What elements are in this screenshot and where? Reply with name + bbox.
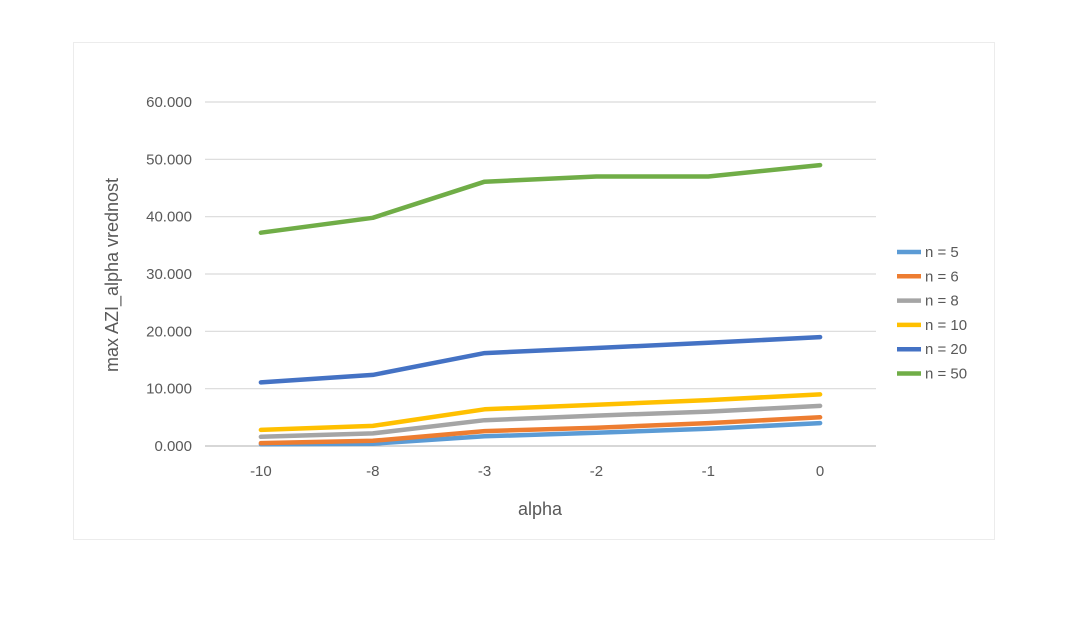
x-tick-label: -3: [478, 463, 491, 480]
series-lines: [258, 162, 823, 447]
x-tick-label: 0: [816, 463, 824, 480]
x-tick-label: -2: [590, 463, 603, 480]
series-line-n50: [258, 162, 823, 235]
x-tick-label: -8: [366, 463, 379, 480]
legend-label: n = 8: [925, 293, 959, 310]
y-tick-label: 60.000: [146, 94, 192, 111]
legend-label: n = 50: [925, 366, 967, 383]
y-axis-ticks: 0.000 10.000 20.000 30.000 40.000 50.000 60.00…: [146, 94, 192, 455]
y-tick-label: 50.000: [146, 151, 192, 168]
x-axis-title: alpha: [518, 499, 563, 519]
y-axis-title: max AZI_alpha vrednost: [102, 178, 123, 372]
y-tick-label: 30.000: [146, 266, 192, 283]
gridlines: [205, 101, 876, 447]
series-line-n5: [258, 420, 823, 447]
legend-label: n = 10: [925, 317, 967, 334]
series-line-n10: [258, 392, 823, 433]
line-chart: 0.000 10.000 20.000 30.000 40.000 50.000 60.00…: [102, 94, 967, 519]
x-axis-ticks: -10 -8 -3 -2 -1 0: [250, 463, 824, 480]
y-tick-label: 40.000: [146, 209, 192, 226]
x-tick-label: -10: [250, 463, 272, 480]
chart-area: 0.000 10.000 20.000 30.000 40.000 50.000 60.00…: [73, 42, 995, 540]
legend-label: n = 5: [925, 244, 959, 261]
legend: n = 5 n = 6 n = 8 n = 10 n = 20 n = 50: [897, 244, 967, 383]
legend-label: n = 6: [925, 268, 959, 285]
series-line-n20: [258, 334, 823, 385]
series-line-n6: [258, 415, 823, 446]
y-tick-label: 0.000: [154, 438, 192, 455]
y-tick-label: 20.000: [146, 323, 192, 340]
legend-label: n = 20: [925, 341, 967, 358]
x-tick-label: -1: [702, 463, 715, 480]
series-line-n8: [258, 403, 823, 440]
y-tick-label: 10.000: [146, 381, 192, 398]
